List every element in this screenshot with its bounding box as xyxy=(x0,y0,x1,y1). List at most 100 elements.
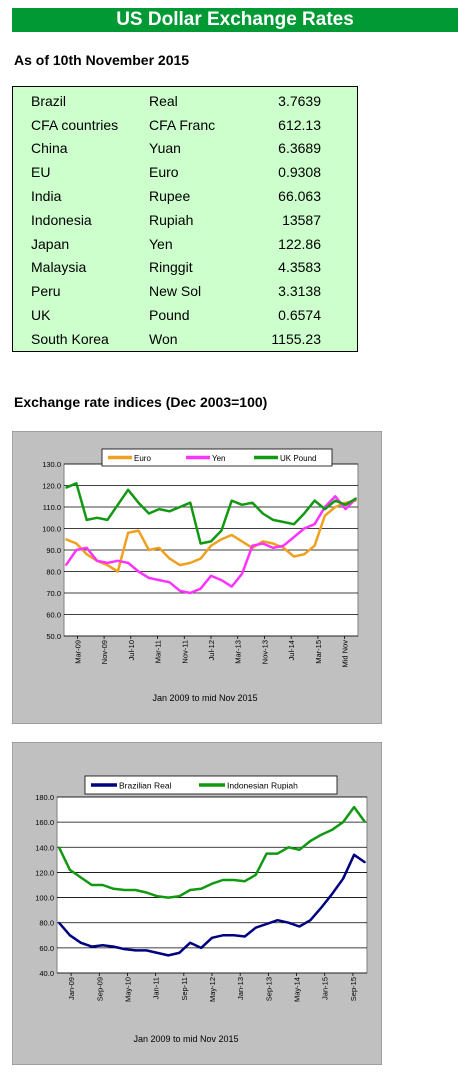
data-point xyxy=(222,934,224,937)
data-point xyxy=(58,846,60,849)
currency-cell: Euro xyxy=(149,164,179,181)
data-point xyxy=(148,549,150,551)
data-point xyxy=(116,570,119,573)
data-point xyxy=(298,848,301,851)
y-tick-label: 80.0 xyxy=(46,568,61,577)
data-point xyxy=(287,846,290,849)
data-point xyxy=(241,572,244,575)
data-point xyxy=(189,889,192,891)
data-point xyxy=(106,519,109,521)
data-point xyxy=(342,877,344,880)
data-point xyxy=(69,934,71,937)
x-tick-label: Jul-10 xyxy=(127,640,136,660)
data-point xyxy=(127,531,129,534)
data-point xyxy=(261,512,264,515)
data-point xyxy=(324,514,326,517)
data-point xyxy=(58,921,60,924)
data-point xyxy=(106,562,109,564)
data-point xyxy=(145,949,148,952)
y-tick-label: 90.0 xyxy=(46,546,61,555)
legend-label: Brazilian Real xyxy=(119,781,172,791)
data-point xyxy=(179,506,181,508)
x-tick-label: Nov-13 xyxy=(260,640,269,664)
x-tick-label: Mid Nov xyxy=(341,640,350,668)
rate-cell: 0.6574 xyxy=(278,307,321,324)
data-point xyxy=(127,562,129,564)
rate-cell: 612.13 xyxy=(278,116,321,133)
data-point xyxy=(189,501,192,504)
data-point xyxy=(265,852,268,855)
data-point xyxy=(90,884,93,886)
currency-cell: Real xyxy=(149,92,178,109)
data-point xyxy=(233,879,235,881)
data-point xyxy=(137,501,140,504)
data-point xyxy=(272,542,274,545)
rate-cell: 1155.23 xyxy=(271,330,321,347)
data-point xyxy=(200,887,203,890)
data-point xyxy=(364,861,366,864)
x-tick-label: Mar-09 xyxy=(73,640,82,664)
page-banner: US Dollar Exchange Rates xyxy=(12,8,458,32)
data-point xyxy=(364,821,366,823)
data-point xyxy=(199,542,202,545)
data-point xyxy=(106,564,109,566)
data-point xyxy=(353,853,355,856)
x-tick-label: Nov-09 xyxy=(100,640,109,664)
data-point xyxy=(211,936,213,939)
x-tick-label: May-10 xyxy=(123,977,132,1002)
data-point xyxy=(313,499,316,502)
data-point xyxy=(309,919,312,922)
rate-cell: 122.86 xyxy=(278,235,321,252)
y-tick-label: 100.0 xyxy=(35,894,54,903)
country-cell: Japan xyxy=(31,235,70,252)
country-cell: India xyxy=(31,188,62,205)
data-point xyxy=(123,889,126,891)
data-point xyxy=(293,536,295,538)
data-point xyxy=(178,895,181,898)
data-point xyxy=(210,574,212,577)
y-tick-label: 70.0 xyxy=(46,589,61,598)
data-point xyxy=(80,941,82,944)
y-tick-label: 110.0 xyxy=(43,503,61,512)
data-point xyxy=(210,540,212,543)
data-point xyxy=(210,544,212,547)
data-point xyxy=(303,512,306,515)
data-point xyxy=(220,579,223,581)
legend-box xyxy=(101,448,333,467)
data-point xyxy=(137,529,140,532)
data-point xyxy=(101,884,104,886)
country-cell: EU xyxy=(31,164,51,181)
data-point xyxy=(303,527,306,530)
rates-table-panel: Brazil Real 3.7639 CFA countries CFA Franc 61… xyxy=(12,86,358,352)
x-tick-label: Jan-13 xyxy=(236,977,245,1000)
data-point xyxy=(251,544,254,547)
data-point xyxy=(334,506,337,508)
data-point xyxy=(101,944,104,947)
data-point xyxy=(168,581,171,584)
rate-row: Indonesia Rupiah 13587 xyxy=(31,208,321,232)
data-point xyxy=(313,544,316,547)
data-point xyxy=(96,516,98,519)
x-tick-label: Jan-09 xyxy=(67,977,76,1000)
data-point xyxy=(90,945,93,948)
currency-cell: Yuan xyxy=(149,140,181,157)
data-point xyxy=(167,954,170,957)
currency-cell: Ringgit xyxy=(149,259,193,276)
data-point xyxy=(199,557,202,560)
data-point xyxy=(134,889,137,891)
currency-cell: Pound xyxy=(149,307,190,324)
data-point xyxy=(179,564,181,566)
data-point xyxy=(342,821,344,823)
data-point xyxy=(148,577,150,579)
data-point xyxy=(96,559,98,562)
rate-row: Malaysia Ringgit 4.3583 xyxy=(31,256,321,280)
x-tick-label: Sep-13 xyxy=(264,977,273,1001)
data-point xyxy=(230,534,233,536)
data-point xyxy=(189,941,192,944)
data-point xyxy=(158,547,161,549)
data-point xyxy=(282,544,285,547)
data-point xyxy=(156,895,159,898)
data-point xyxy=(254,926,257,929)
data-point xyxy=(116,559,119,562)
data-point xyxy=(178,952,181,954)
